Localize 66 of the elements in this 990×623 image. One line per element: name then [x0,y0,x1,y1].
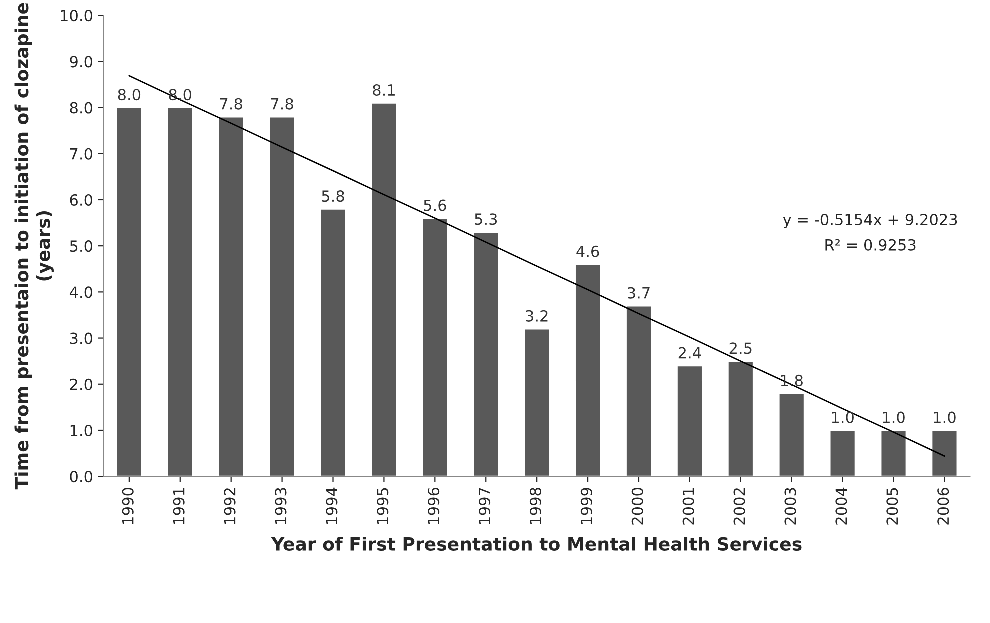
x-tick-label: 1993 [275,488,287,524]
bar [626,305,652,477]
bar [472,232,500,477]
x-tick-label: 1997 [478,488,491,524]
x-tick-label: 1994 [326,488,338,524]
x-tick-label: 2003 [784,488,796,525]
x-tick-label: 2002 [734,488,746,525]
y-tick-label: 5.0 [70,240,93,252]
x-tick-label: 1996 [428,488,440,524]
y-tick-label: 6.0 [70,194,93,206]
x-tick-label: 1992 [224,488,236,524]
bar [268,116,296,477]
bar [931,430,958,477]
bar [320,208,347,477]
x-tick-label: 1999 [580,488,592,524]
y-axis-title: Time from presentaion to initiation of clozapine (years) [14,3,54,490]
data-label: 4.6 [576,246,600,258]
bar [218,116,245,477]
data-label: 1.0 [883,412,905,424]
x-tick-label: 1995 [377,488,389,524]
y-tick-label: 3.0 [70,332,93,344]
data-label: 3.7 [628,287,650,299]
data-label: 2.4 [678,347,702,359]
data-label: 5.6 [424,200,446,212]
bar [829,430,856,477]
y-tick-label: 2.0 [70,378,93,390]
data-label: 1.8 [781,374,803,386]
bar [727,360,754,477]
bar [778,392,806,477]
x-tick-label: 1991 [173,488,185,524]
data-label: 1.0 [934,412,956,424]
x-tick-label: 2001 [682,488,694,525]
annotation: y = -0.5154x + 9.2023 [783,214,958,229]
bar [574,264,602,477]
data-label: 5.8 [322,190,344,202]
x-tick-label: 1990 [122,488,134,524]
bar [116,107,143,477]
bar [880,430,908,477]
x-tick-label: 2004 [836,488,848,525]
y-tick-label: 4.0 [70,286,93,298]
bar [524,328,551,477]
data-label: 8.0 [118,89,141,101]
bar [676,365,704,477]
data-label: 8.1 [373,84,395,96]
x-tick-label: 2006 [938,488,950,525]
y-tick-label: 7.0 [70,148,93,160]
x-tick-label: 1998 [530,488,542,524]
data-label: 5.3 [475,214,498,226]
x-tick-label: 2000 [632,488,644,525]
y-tick-label: 9.0 [70,56,93,68]
annotation: R² = 0.9253 [826,239,916,251]
bar [166,107,194,477]
data-label: 3.2 [526,310,548,322]
y-tick-label: 10.0 [61,10,93,22]
data-label: 1.0 [832,412,854,424]
y-tick-label: 8.0 [70,102,93,114]
bar [370,102,398,477]
data-label: 2.5 [730,342,752,354]
y-tick-label: 0.0 [70,471,93,483]
data-label: 7.8 [220,98,242,110]
x-tick-label: 2005 [886,488,898,525]
bar [422,218,449,477]
data-label: 8.0 [169,89,192,101]
data-label: 7.8 [271,98,294,110]
x-axis-title: Year of First Presentation to Mental Health Services [271,537,802,551]
y-tick-label: 1.0 [70,424,93,437]
